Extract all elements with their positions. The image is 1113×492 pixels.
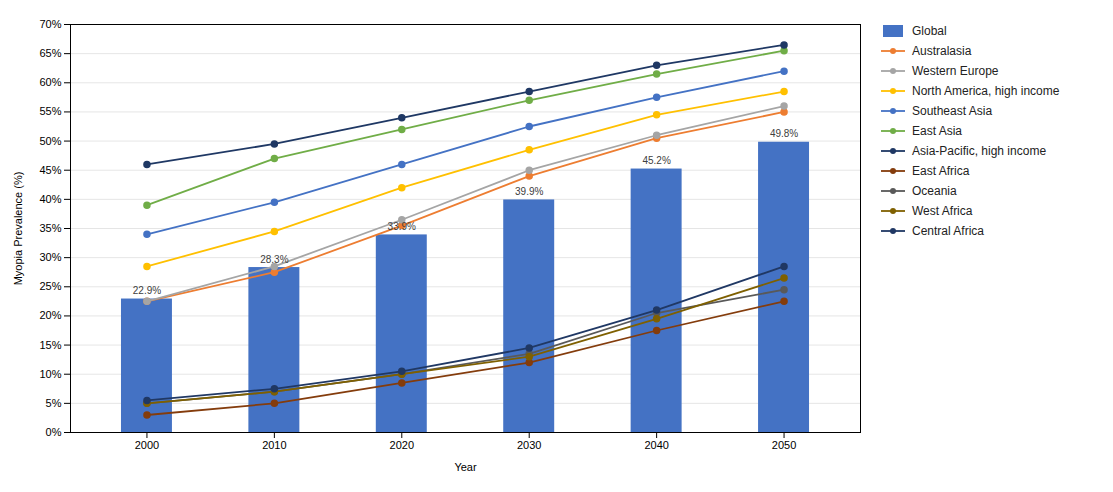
- svg-text:15%: 15%: [39, 339, 61, 351]
- svg-text:Year: Year: [454, 461, 477, 473]
- html-text:Asia-Pacific, high income: Asia-Pacific, high income: [912, 144, 1047, 158]
- svg-text:65%: 65%: [39, 47, 61, 59]
- svg-text:28.3%: 28.3%: [260, 254, 288, 265]
- svg-text:70%: 70%: [39, 18, 61, 30]
- html-text:East Asia: East Asia: [912, 124, 962, 138]
- html-text:Australasia: Australasia: [912, 44, 972, 58]
- svg-text:2010: 2010: [262, 439, 286, 451]
- html-text:Western Europe: Western Europe: [912, 64, 999, 78]
- svg-text:25%: 25%: [39, 280, 61, 292]
- svg-text:45.2%: 45.2%: [642, 155, 670, 166]
- html-text:North America, high income: North America, high income: [912, 84, 1060, 98]
- svg-text:35%: 35%: [39, 222, 61, 234]
- svg-text:50%: 50%: [39, 135, 61, 147]
- svg-text:Myopia Prevalence (%): Myopia Prevalence (%): [12, 172, 24, 286]
- svg-text:55%: 55%: [39, 105, 61, 117]
- html-text:West Africa: West Africa: [912, 204, 973, 218]
- svg-text:2040: 2040: [644, 439, 668, 451]
- svg-text:20%: 20%: [39, 309, 61, 321]
- html-text:Southeast Asia: Southeast Asia: [912, 104, 993, 118]
- svg-text:33.9%: 33.9%: [388, 221, 416, 232]
- svg-text:2000: 2000: [135, 439, 159, 451]
- svg-text:5%: 5%: [46, 397, 62, 409]
- html-text:Oceania: Oceania: [912, 184, 957, 198]
- svg-text:60%: 60%: [39, 76, 61, 88]
- svg-text:2050: 2050: [772, 439, 796, 451]
- svg-text:0%: 0%: [46, 426, 62, 438]
- svg-text:10%: 10%: [39, 368, 61, 380]
- svg-text:39.9%: 39.9%: [515, 186, 543, 197]
- svg-text:30%: 30%: [39, 251, 61, 263]
- svg-text:49.8%: 49.8%: [770, 128, 798, 139]
- svg-text:2020: 2020: [390, 439, 414, 451]
- svg-text:40%: 40%: [39, 193, 61, 205]
- svg-text:22.9%: 22.9%: [133, 285, 161, 296]
- html-text:Global: Global: [912, 24, 947, 38]
- svg-text:2030: 2030: [517, 439, 541, 451]
- html-text:Central Africa: Central Africa: [912, 224, 984, 238]
- html-text:East Africa: East Africa: [912, 164, 970, 178]
- svg-text:45%: 45%: [39, 164, 61, 176]
